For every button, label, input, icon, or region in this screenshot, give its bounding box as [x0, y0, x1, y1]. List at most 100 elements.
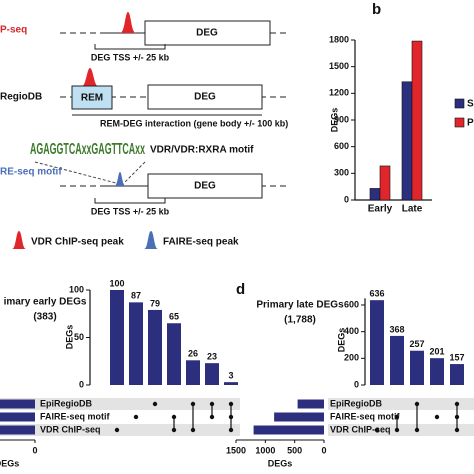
matrix-dot — [434, 414, 440, 420]
set-tick-label: 1500 — [226, 445, 246, 455]
y-axis-label: DEGs — [336, 328, 346, 353]
matrix-dot — [394, 427, 400, 433]
matrix-dot — [228, 401, 234, 407]
data-label: 201 — [429, 347, 444, 357]
set-tick-label: 500 — [287, 445, 302, 455]
data-label: 23 — [207, 352, 217, 362]
bar — [369, 188, 381, 201]
bar — [411, 40, 423, 201]
data-label: 79 — [150, 298, 160, 308]
legend-label: VDR ChIP-seq peak — [31, 237, 124, 248]
set-bar — [297, 399, 324, 409]
panel-label: b — [372, 1, 381, 18]
set-label: VDR ChIP-seq — [40, 424, 101, 434]
gene-box — [147, 173, 263, 199]
y-axis-label: DEGs — [64, 325, 74, 350]
y-axis-label: DEGs — [329, 108, 339, 133]
y-tick-label: 1500 — [329, 61, 349, 71]
range-label: REM-DEG interaction (gene body +/- 100 k… — [100, 118, 288, 128]
matrix-dot — [454, 414, 460, 420]
legend-swatch — [454, 117, 465, 128]
bracket — [94, 44, 166, 50]
rem-label: REM — [81, 93, 103, 104]
gene-label: DEG — [196, 28, 218, 39]
chart-subtitle: (1,788) — [284, 315, 316, 326]
bar — [390, 335, 404, 385]
matrix-dot — [414, 401, 420, 407]
bar — [167, 323, 181, 385]
chart-title: Primary late DEGs — [256, 300, 344, 311]
matrix-band — [328, 398, 474, 410]
set-axis-label: DEGs — [268, 458, 293, 468]
y-tick-label: 400 — [344, 326, 359, 336]
matrix-dot — [133, 414, 139, 420]
legend-swatch — [454, 98, 465, 109]
bar — [370, 300, 384, 385]
set-label: FAIRE-seq motif — [330, 411, 401, 421]
x-tick-label: Late — [402, 204, 423, 215]
set-label: FAIRE-seq motif — [40, 411, 111, 421]
matrix-dot — [228, 427, 234, 433]
bar — [379, 165, 391, 201]
track-label: RE-seq motif — [0, 167, 62, 178]
data-label: 26 — [188, 349, 198, 359]
y-tick-label: 600 — [334, 141, 349, 151]
data-label: 87 — [131, 291, 141, 301]
matrix-dot — [114, 427, 120, 433]
y-tick-label: 900 — [334, 114, 349, 124]
legend-peak — [144, 231, 158, 249]
panel-label: d — [236, 281, 245, 298]
motif-logo: AGAGGTCAxxGAGTTCAxx — [30, 141, 145, 158]
legend-label: FAIRE-seq peak — [163, 237, 239, 248]
matrix-dot — [394, 414, 400, 420]
chart-subtitle: (383) — [33, 312, 56, 323]
matrix-dot — [152, 401, 158, 407]
range-label: DEG TSS +/- 25 kb — [91, 206, 170, 216]
matrix-dot — [374, 427, 380, 433]
set-label: EpiRegioDB — [40, 398, 93, 408]
data-label: 368 — [389, 324, 404, 334]
y-tick-label: 600 — [344, 299, 359, 309]
data-label: 257 — [409, 339, 424, 349]
matrix-dot — [190, 401, 196, 407]
y-tick-label: 0 — [79, 379, 84, 389]
y-tick-label: 100 — [69, 284, 84, 294]
bar — [110, 290, 124, 385]
matrix-dot — [209, 414, 215, 420]
bar — [205, 363, 219, 385]
matrix-dot — [414, 427, 420, 433]
y-tick-label: 1200 — [329, 88, 349, 98]
set-tick-label: 0 — [321, 445, 326, 455]
track-label: RegioDB — [0, 92, 42, 103]
set-bar — [274, 412, 324, 422]
peak — [82, 68, 98, 86]
y-tick-label: 0 — [354, 379, 359, 389]
matrix-band — [0, 424, 240, 436]
rem-box — [71, 85, 113, 110]
set-tick-label: 0 — [32, 445, 37, 455]
data-label: 65 — [169, 312, 179, 322]
matrix-dot — [228, 414, 234, 420]
set-bar — [0, 399, 35, 409]
chart-title: imary early DEGs — [4, 297, 87, 308]
data-label: 636 — [369, 289, 384, 299]
set-label: VDR ChIP-seq — [330, 424, 391, 434]
track-label: P-seq — [0, 25, 27, 36]
bar — [401, 81, 413, 201]
bracket — [94, 198, 166, 204]
bar — [129, 302, 143, 385]
range-label: DEG TSS +/- 25 kb — [91, 52, 170, 62]
matrix-dot — [209, 401, 215, 407]
legend-label: Secon — [467, 99, 474, 110]
matrix-band — [328, 424, 474, 436]
legend-peak — [12, 231, 26, 249]
matrix-dot — [454, 427, 460, 433]
peak — [120, 12, 136, 33]
gene-box — [144, 20, 271, 46]
bar — [430, 358, 444, 385]
y-tick-label: 0 — [344, 194, 349, 204]
set-tick-label: 1000 — [255, 445, 275, 455]
matrix-band — [0, 398, 240, 410]
matrix-dot — [454, 401, 460, 407]
